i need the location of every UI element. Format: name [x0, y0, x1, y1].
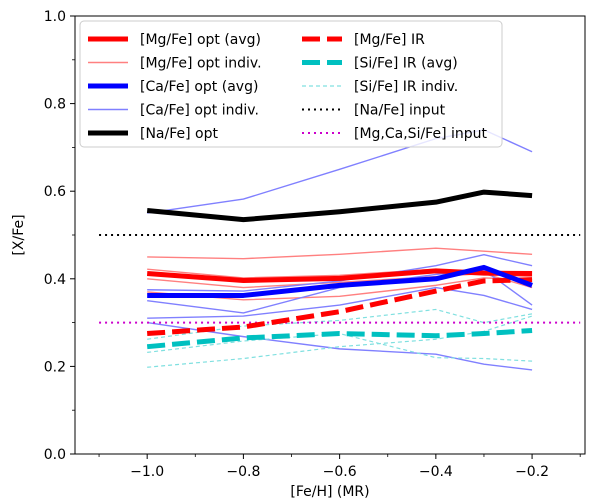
legend-label: [Mg/Fe] opt indiv.	[140, 56, 262, 72]
x-axis-label: [Fe/H] (MR)	[290, 484, 369, 500]
legend-box	[79, 20, 503, 148]
legend-label: [Si/Fe] IR indiv.	[354, 79, 458, 95]
legend-label: [Ca/Fe] opt indiv.	[140, 103, 259, 119]
legend-label: [Mg/Fe] opt (avg)	[140, 32, 261, 48]
series-layer	[99, 129, 581, 371]
y-axis-label: [X/Fe]	[11, 214, 27, 255]
y-tick-label: 0.8	[44, 97, 66, 113]
x-axis-ticks: −1.0 −0.8 −0.6 −0.4 −0.2	[130, 454, 549, 480]
series-line-3	[147, 277, 533, 301]
legend-label: [Na/Fe] opt	[140, 126, 218, 142]
y-tick-label: 0.6	[44, 184, 66, 200]
legend-label: [Na/Fe] input	[354, 103, 446, 119]
x-tick-label: −0.4	[419, 464, 453, 480]
series-line-16	[146, 268, 533, 284]
x-tick-label: −0.2	[515, 464, 549, 480]
y-axis-ticks: 0.0 0.2 0.4 0.6 0.8 1.0	[44, 9, 75, 463]
legend: [Mg/Fe] opt (avg) [Mg/Fe] opt indiv. [Ca/F…	[79, 20, 503, 148]
y-tick-label: 0.4	[44, 272, 66, 288]
x-tick-label: −0.8	[226, 464, 260, 480]
series-line-15	[146, 277, 533, 337]
y-tick-label: 0.2	[44, 359, 66, 375]
x-tick-label: −1.0	[130, 464, 164, 480]
legend-label: [Mg/Fe] IR	[354, 32, 425, 48]
series-line-8	[147, 321, 533, 371]
series-line-18	[146, 189, 533, 223]
series-line-10	[147, 332, 533, 362]
y-tick-label: 1.0	[44, 9, 66, 25]
series-line-14	[146, 327, 533, 350]
plot-frame	[74, 15, 586, 455]
series-line-17	[147, 264, 533, 298]
series-line-9	[147, 315, 533, 368]
legend-label: [Mg,Ca,Si/Fe] input	[354, 126, 488, 142]
legend-label: [Si/Fe] IR (avg)	[354, 56, 458, 72]
y-tick-label: 0.0	[44, 447, 66, 463]
series-line-7	[147, 286, 533, 319]
legend-label: [Ca/Fe] opt (avg)	[140, 79, 258, 95]
x-tick-label: −0.6	[323, 464, 357, 480]
series-line-0	[147, 247, 533, 260]
